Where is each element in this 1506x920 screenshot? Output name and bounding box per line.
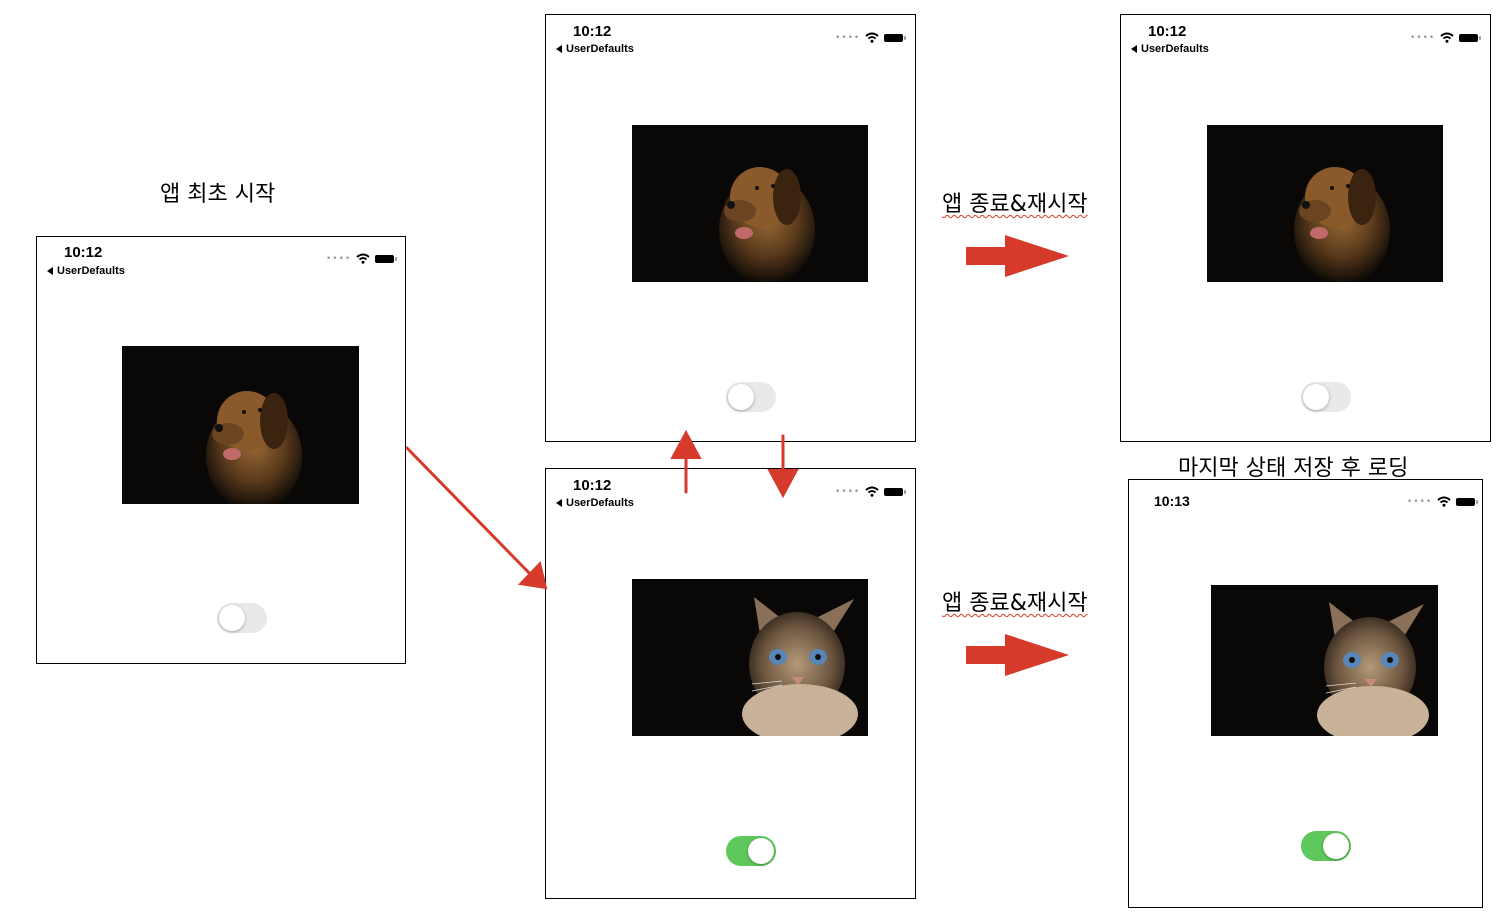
wifi-icon — [1437, 496, 1451, 507]
back-button-label: UserDefaults — [1141, 43, 1209, 55]
cat-photo — [1211, 585, 1438, 736]
screen-initial: 10:12 UserDefaults •••• — [36, 236, 406, 664]
back-arrow-icon — [47, 267, 53, 275]
back-button[interactable]: UserDefaults — [556, 497, 634, 509]
status-time: 10:12 — [64, 244, 103, 261]
cat-photo — [632, 579, 868, 736]
toggle-knob — [748, 838, 774, 864]
signal-dots-icon: •••• — [1407, 496, 1433, 507]
signal-dots-icon: •••• — [1410, 32, 1436, 43]
toggle-knob — [1323, 833, 1349, 859]
cat-illustration — [742, 597, 858, 736]
toggle-switch[interactable] — [726, 836, 776, 866]
signal-dots-icon: •••• — [326, 253, 352, 264]
status-time: 10:12 — [1148, 23, 1187, 40]
back-button-label: UserDefaults — [57, 265, 125, 277]
screen-top-middle: 10:12 UserDefaults •••• — [545, 14, 916, 442]
toggle-switch[interactable] — [726, 382, 776, 412]
caption-restart-top-text: 앱 종료&재시작 — [942, 192, 1088, 217]
toggle-knob — [219, 605, 245, 631]
caption-restart-top: 앱 종료&재시작 — [942, 186, 1088, 218]
caption-restart-bottom: 앱 종료&재시작 — [942, 585, 1088, 617]
back-button-label: UserDefaults — [566, 497, 634, 509]
status-icons: •••• — [835, 32, 907, 43]
dog-photo — [632, 125, 868, 282]
caption-restart-bottom-text: 앱 종료&재시작 — [942, 591, 1088, 616]
signal-dots-icon: •••• — [835, 486, 861, 497]
right-arrow-top — [966, 235, 1069, 277]
screen-bottom-right: 10:13 •••• — [1128, 479, 1483, 908]
right-arrow-bottom — [966, 634, 1069, 676]
wifi-icon — [356, 253, 370, 264]
toggle-knob — [1303, 384, 1329, 410]
status-time: 10:12 — [573, 477, 612, 494]
wifi-icon — [865, 32, 879, 43]
screen-top-right: 10:12 UserDefaults •••• — [1120, 14, 1491, 442]
toggle-switch[interactable] — [1301, 831, 1351, 861]
battery-icon — [1459, 33, 1482, 42]
dog-illustration — [206, 391, 302, 504]
screen-bottom-middle: 10:12 UserDefaults •••• — [545, 468, 916, 899]
caption-first-launch: 앱 최초 시작 — [160, 182, 276, 207]
back-button[interactable]: UserDefaults — [556, 43, 634, 55]
toggle-knob — [728, 384, 754, 410]
battery-icon — [1456, 497, 1479, 506]
battery-icon — [884, 487, 907, 496]
wifi-icon — [1440, 32, 1454, 43]
status-time: 10:12 — [573, 23, 612, 40]
status-icons: •••• — [326, 253, 398, 264]
toggle-switch[interactable] — [217, 603, 267, 633]
status-icons: •••• — [1410, 32, 1482, 43]
status-icons: •••• — [835, 486, 907, 497]
back-arrow-icon — [556, 45, 562, 53]
signal-dots-icon: •••• — [835, 32, 861, 43]
dog-illustration — [1294, 167, 1390, 282]
dog-photo — [1207, 125, 1443, 282]
back-button-label: UserDefaults — [566, 43, 634, 55]
battery-icon — [375, 254, 398, 263]
back-button[interactable]: UserDefaults — [1131, 43, 1209, 55]
wifi-icon — [865, 486, 879, 497]
back-arrow-icon — [1131, 45, 1137, 53]
dog-photo — [122, 346, 359, 504]
status-time: 10:13 — [1154, 493, 1190, 509]
status-icons: •••• — [1407, 496, 1479, 507]
cat-illustration — [1317, 602, 1429, 736]
back-button[interactable]: UserDefaults — [47, 265, 125, 277]
diagonal-arrow — [405, 446, 548, 590]
battery-icon — [884, 33, 907, 42]
back-arrow-icon — [556, 499, 562, 507]
toggle-switch[interactable] — [1301, 382, 1351, 412]
dog-illustration — [719, 167, 815, 282]
caption-restore-note: 마지막 상태 저장 후 로딩 — [1178, 456, 1409, 481]
